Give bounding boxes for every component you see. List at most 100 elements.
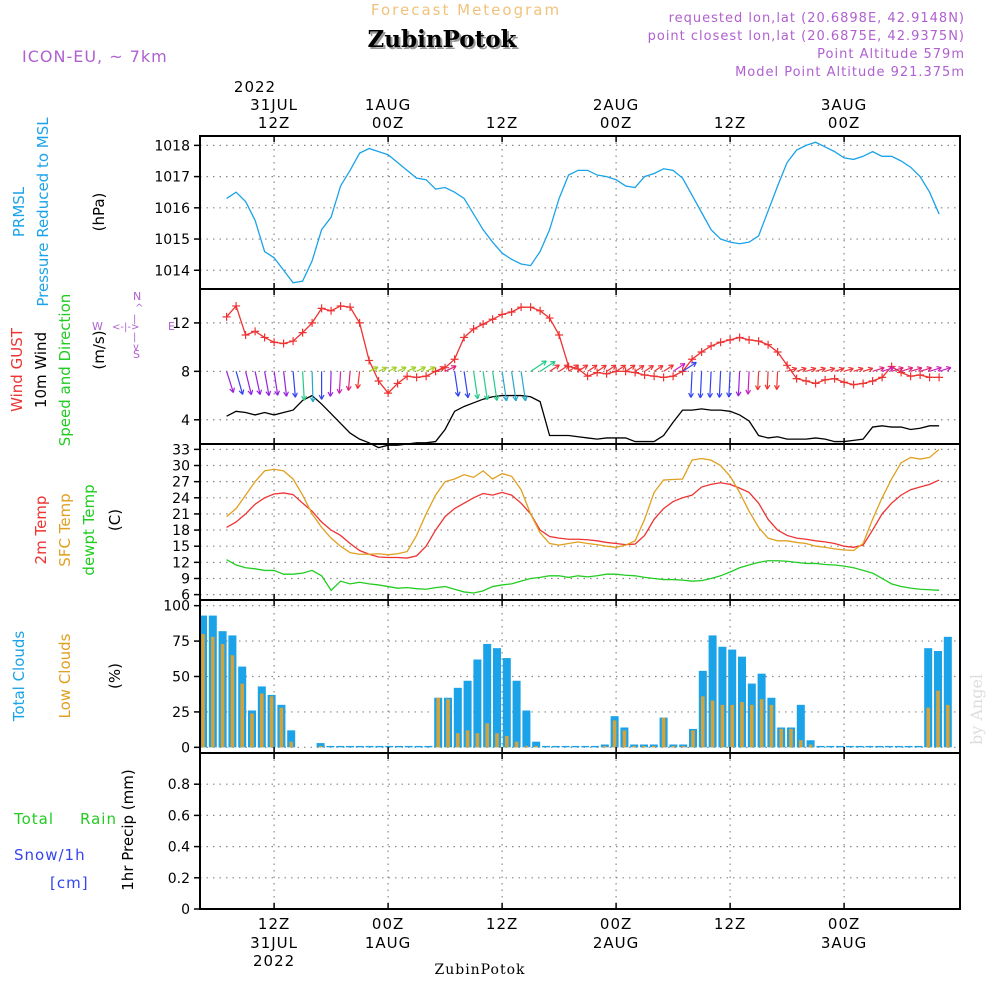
wind-arrowhead [648,364,654,371]
wind-arrowhead [668,364,674,370]
wind-arrow [834,367,845,372]
wind-arrowhead [454,391,461,397]
total-cloud-bar [493,648,501,748]
gust-marker [612,367,621,376]
wind-arrow [805,367,816,372]
wind-unit: (m/s) [90,330,108,369]
gust-marker [412,373,421,382]
low-cloud-bar [661,717,666,748]
wind-arrowhead [420,366,426,372]
wind-arrow [378,366,387,372]
point-altitude: Point Altitude 579m [817,47,965,62]
wind-arrow [549,364,560,372]
low-clouds-label: Low Clouds [56,633,74,718]
wind-arrow [273,371,279,396]
gust-marker [640,370,649,379]
series-line-wind-1 [226,394,940,449]
gust-marker [488,315,497,324]
total-cloud-bar [845,745,854,748]
y-tick-label: 6 [181,588,190,604]
total-cloud-bar [796,704,805,748]
gust-marker [631,368,640,377]
panels: 1014101510161017101848126912151821242730… [154,135,961,918]
y-tick-label: 0.8 [168,777,190,793]
top-day-label: 3AUG [821,96,867,114]
low-cloud-bar [279,707,284,748]
y-tick-label: 0.4 [168,840,190,856]
gust-marker [697,347,706,356]
wind-arrowhead [679,362,686,369]
wind-arrow [329,371,332,397]
bottom-hour-label: 12Z [486,915,518,933]
total-cloud-bar [581,745,590,748]
wind-arrowhead [907,366,914,372]
total-cloud-bar [561,745,570,748]
panel-frame [199,135,961,290]
wind-arrow [757,371,760,391]
gust-marker [555,331,564,340]
wind-arrow [596,364,607,372]
gust-marker [925,373,934,382]
compass-icon: N ^ | W <-|-> E | v S [92,290,175,361]
wind-arrow [929,367,942,372]
total-cloud-bar [806,740,815,748]
temp-dewpt-label: dewpt Temp [80,484,98,575]
y-tick-label: 18 [172,523,190,539]
y-tick-label: 30 [172,459,190,475]
wind-arrow [699,371,703,398]
location-title-front: ZubinPotok [368,26,518,53]
wind-arrow [587,364,598,372]
low-cloud-bar [799,740,803,748]
svg-text:^: ^ [135,303,143,314]
wind-arrow [435,366,445,372]
top-hour-label: 12Z [714,114,746,132]
gust-marker [802,377,811,386]
wind-arrowhead [256,389,263,395]
total-cloud-bar [463,680,472,748]
wind-arrowhead [801,366,807,373]
svg-text:|: | [133,314,136,325]
wind-arrow [919,367,932,372]
gust-marker [783,361,792,370]
wind-arrow [682,361,697,372]
total-cloud-bar [502,658,511,748]
wind-arrowhead [429,366,436,372]
wind-arrow [709,371,712,398]
total-cloud-bar [718,646,727,748]
total-cloud-bar [375,745,384,748]
wind-arrowhead [926,366,932,372]
gust-marker [735,333,744,342]
total-cloud-bar [336,745,345,748]
low-cloud-bar [211,636,215,748]
total-cloud-bar [816,745,825,748]
top-day-label: 1AUG [365,96,411,114]
total-cloud-bar [326,745,335,748]
pressure-unit: (hPa) [90,193,108,232]
wind-arrowhead [265,390,272,397]
gust-marker [878,373,887,382]
gust-marker [374,377,383,386]
low-cloud-bar [710,700,715,748]
y-tick-label: 4 [181,413,190,429]
wind-arrow [737,371,741,397]
gust-marker [726,335,735,344]
panel-wind: 4 8 12 [172,288,961,449]
wind-arrow [776,371,779,390]
wind-arrowhead [716,392,723,398]
legend-rain: Rain [80,810,117,828]
wind-arrow [454,371,459,397]
wind-arrowhead [764,384,771,390]
wind-arrowhead [483,394,490,401]
gust-marker [821,375,830,384]
total-cloud-bar [875,745,884,748]
total-cloud-bar [855,745,864,748]
wind-arrow [796,367,807,372]
wind-arrow [283,371,288,397]
total-cloud-bar [679,744,688,748]
total-cloud-bar [894,745,903,748]
low-cloud-bar [514,741,519,748]
top-day-label: 2AUG [593,96,639,114]
wind-arrowhead [464,392,471,399]
wind-arrow [853,367,864,372]
requested-coords: requested lon,lat (20.6898E, 42.9148N) [669,11,965,26]
